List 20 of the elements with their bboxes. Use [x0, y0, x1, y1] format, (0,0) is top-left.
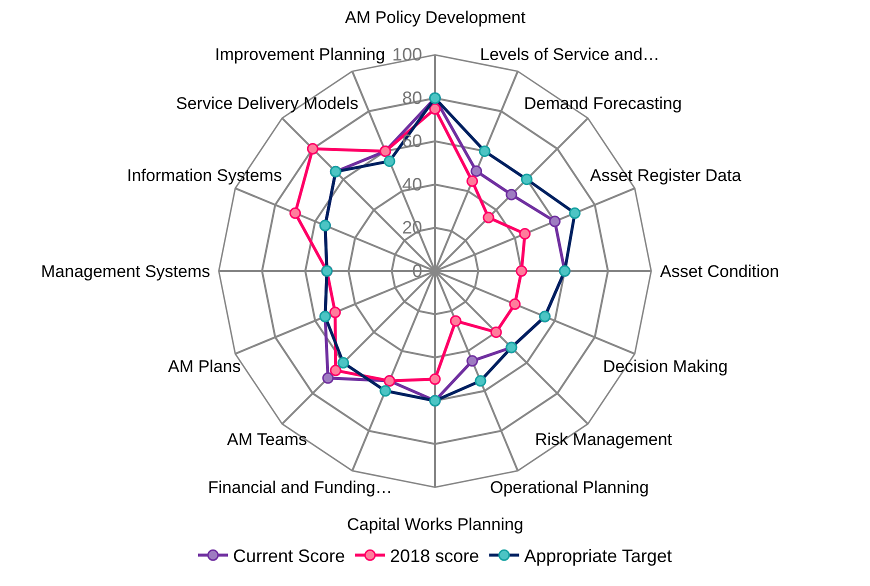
- spoke-label: Demand Forecasting: [524, 94, 682, 113]
- spoke-label: Improvement Planning: [215, 45, 386, 64]
- spoke-label: Financial and Funding…: [208, 478, 392, 497]
- spoke-label: Risk Management: [535, 430, 672, 449]
- legend-label: Appropriate Target: [524, 546, 672, 566]
- spoke-label: AM Teams: [227, 430, 307, 449]
- spoke-label: Decision Making: [603, 357, 728, 376]
- legend-label: 2018 score: [390, 546, 480, 566]
- spoke-label: Asset Register Data: [590, 166, 742, 185]
- spoke-label: AM Policy Development: [345, 8, 526, 27]
- spoke-label: AM Plans: [168, 357, 241, 376]
- spoke-label: Levels of Service and…: [480, 45, 660, 64]
- spoke-label: Information Systems: [127, 166, 282, 185]
- y-tick-label: 100: [392, 44, 422, 65]
- spoke-label: Capital Works Planning: [347, 515, 524, 534]
- legend-label: Current Score: [233, 546, 346, 566]
- spoke-label: Asset Condition: [660, 262, 780, 281]
- spoke-label: Service Delivery Models: [176, 94, 358, 113]
- spoke-label: Management Systems: [41, 262, 210, 281]
- spoke-label: Operational Planning: [490, 478, 649, 497]
